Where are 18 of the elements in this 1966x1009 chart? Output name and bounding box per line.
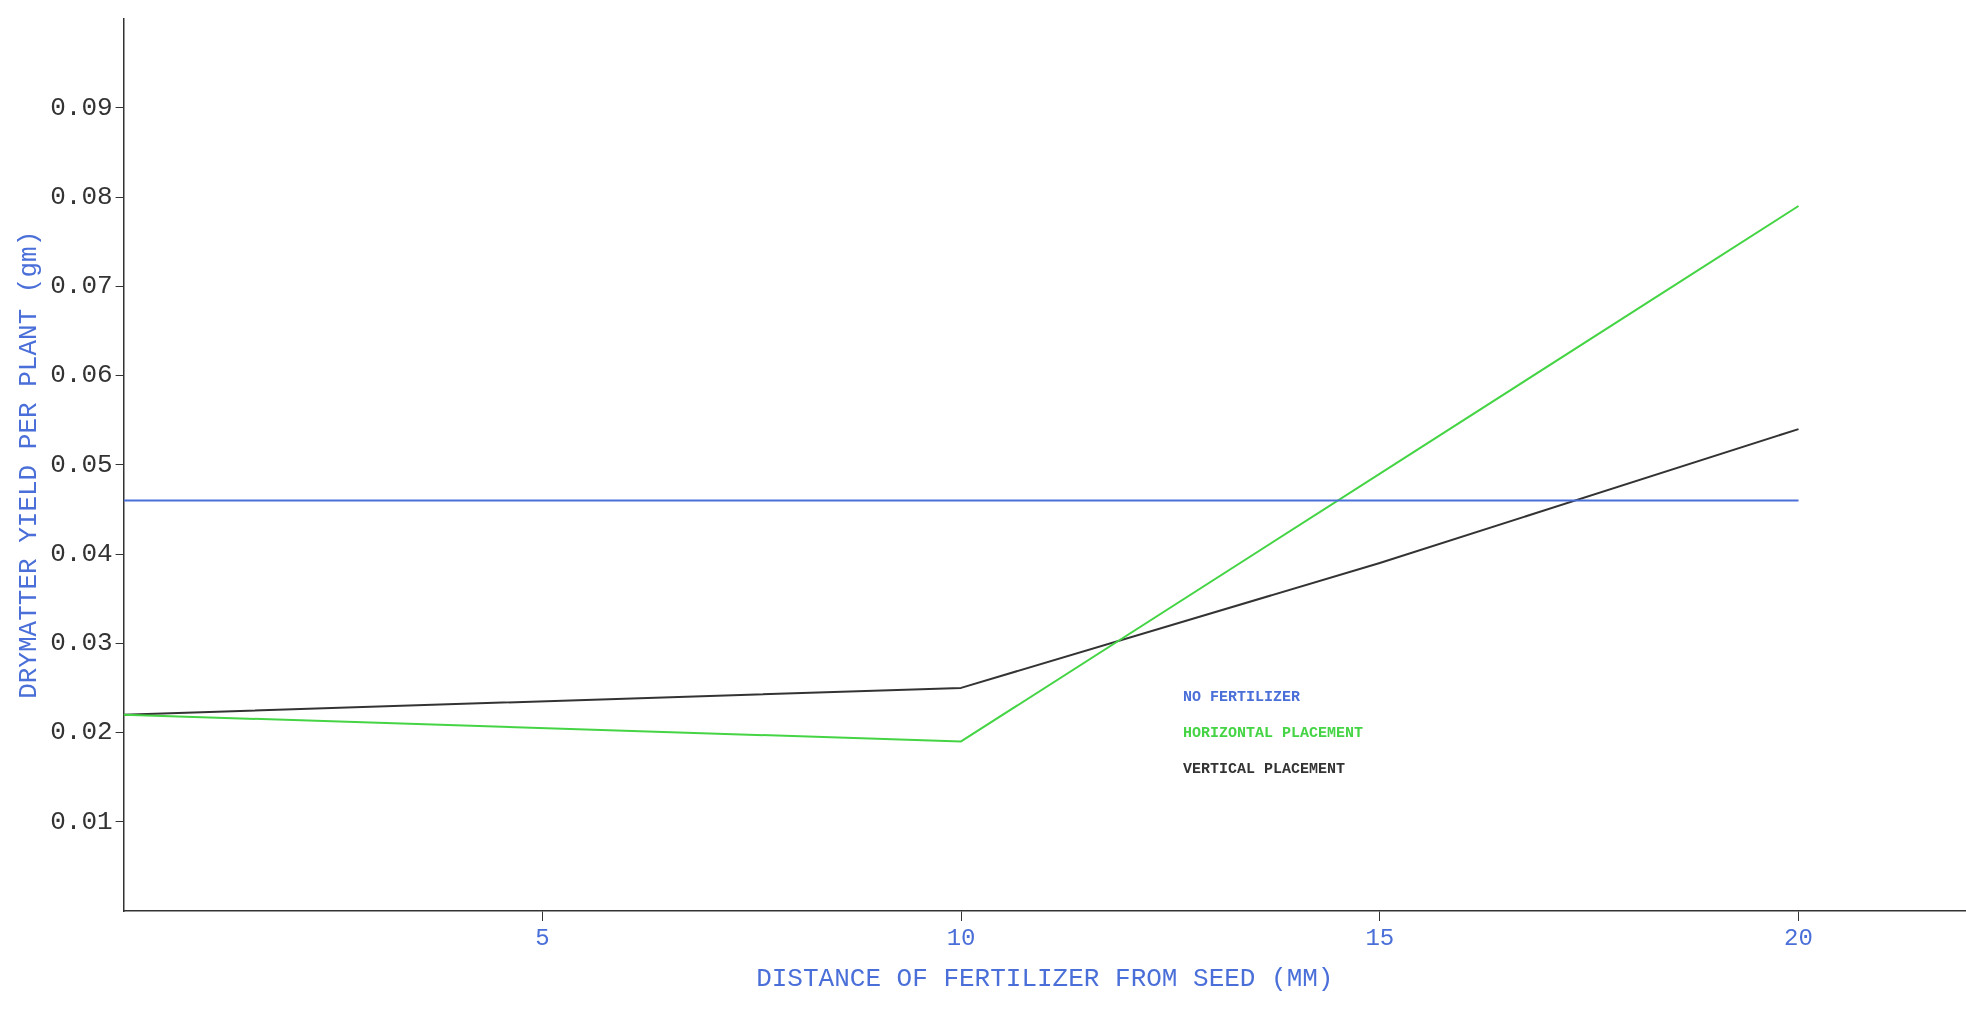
y-tick-label: 0.07 xyxy=(50,271,113,302)
y-tick-label: 0.01 xyxy=(50,806,113,837)
y-tick-label: 0.03 xyxy=(50,628,113,659)
x-tick-label: 10 xyxy=(946,924,976,952)
y-tick-label: 0.09 xyxy=(50,92,113,123)
y-tick-label: 0.02 xyxy=(50,717,113,748)
y-tick-label: 0.08 xyxy=(50,181,113,212)
x-tick-label: 15 xyxy=(1365,924,1395,952)
x-tick-label: 20 xyxy=(1784,924,1813,952)
text: HORIZONTAL PLACEMENT xyxy=(1182,724,1364,742)
x-tick-label: 5 xyxy=(535,924,550,952)
text: NO FERTILIZER xyxy=(1182,688,1301,706)
y-tick-label: 0.05 xyxy=(50,449,113,480)
y-tick-label: 0.04 xyxy=(50,538,113,569)
text: VERTICAL PLACEMENT xyxy=(1182,760,1346,778)
y-axis-title: DRYMATTER YIELD PER PLANT (gm) xyxy=(14,230,45,699)
y-tick-label: 0.06 xyxy=(50,360,113,391)
x-axis-title: DISTANCE OF FERTILIZER FROM SEED (MM) xyxy=(756,964,1334,995)
